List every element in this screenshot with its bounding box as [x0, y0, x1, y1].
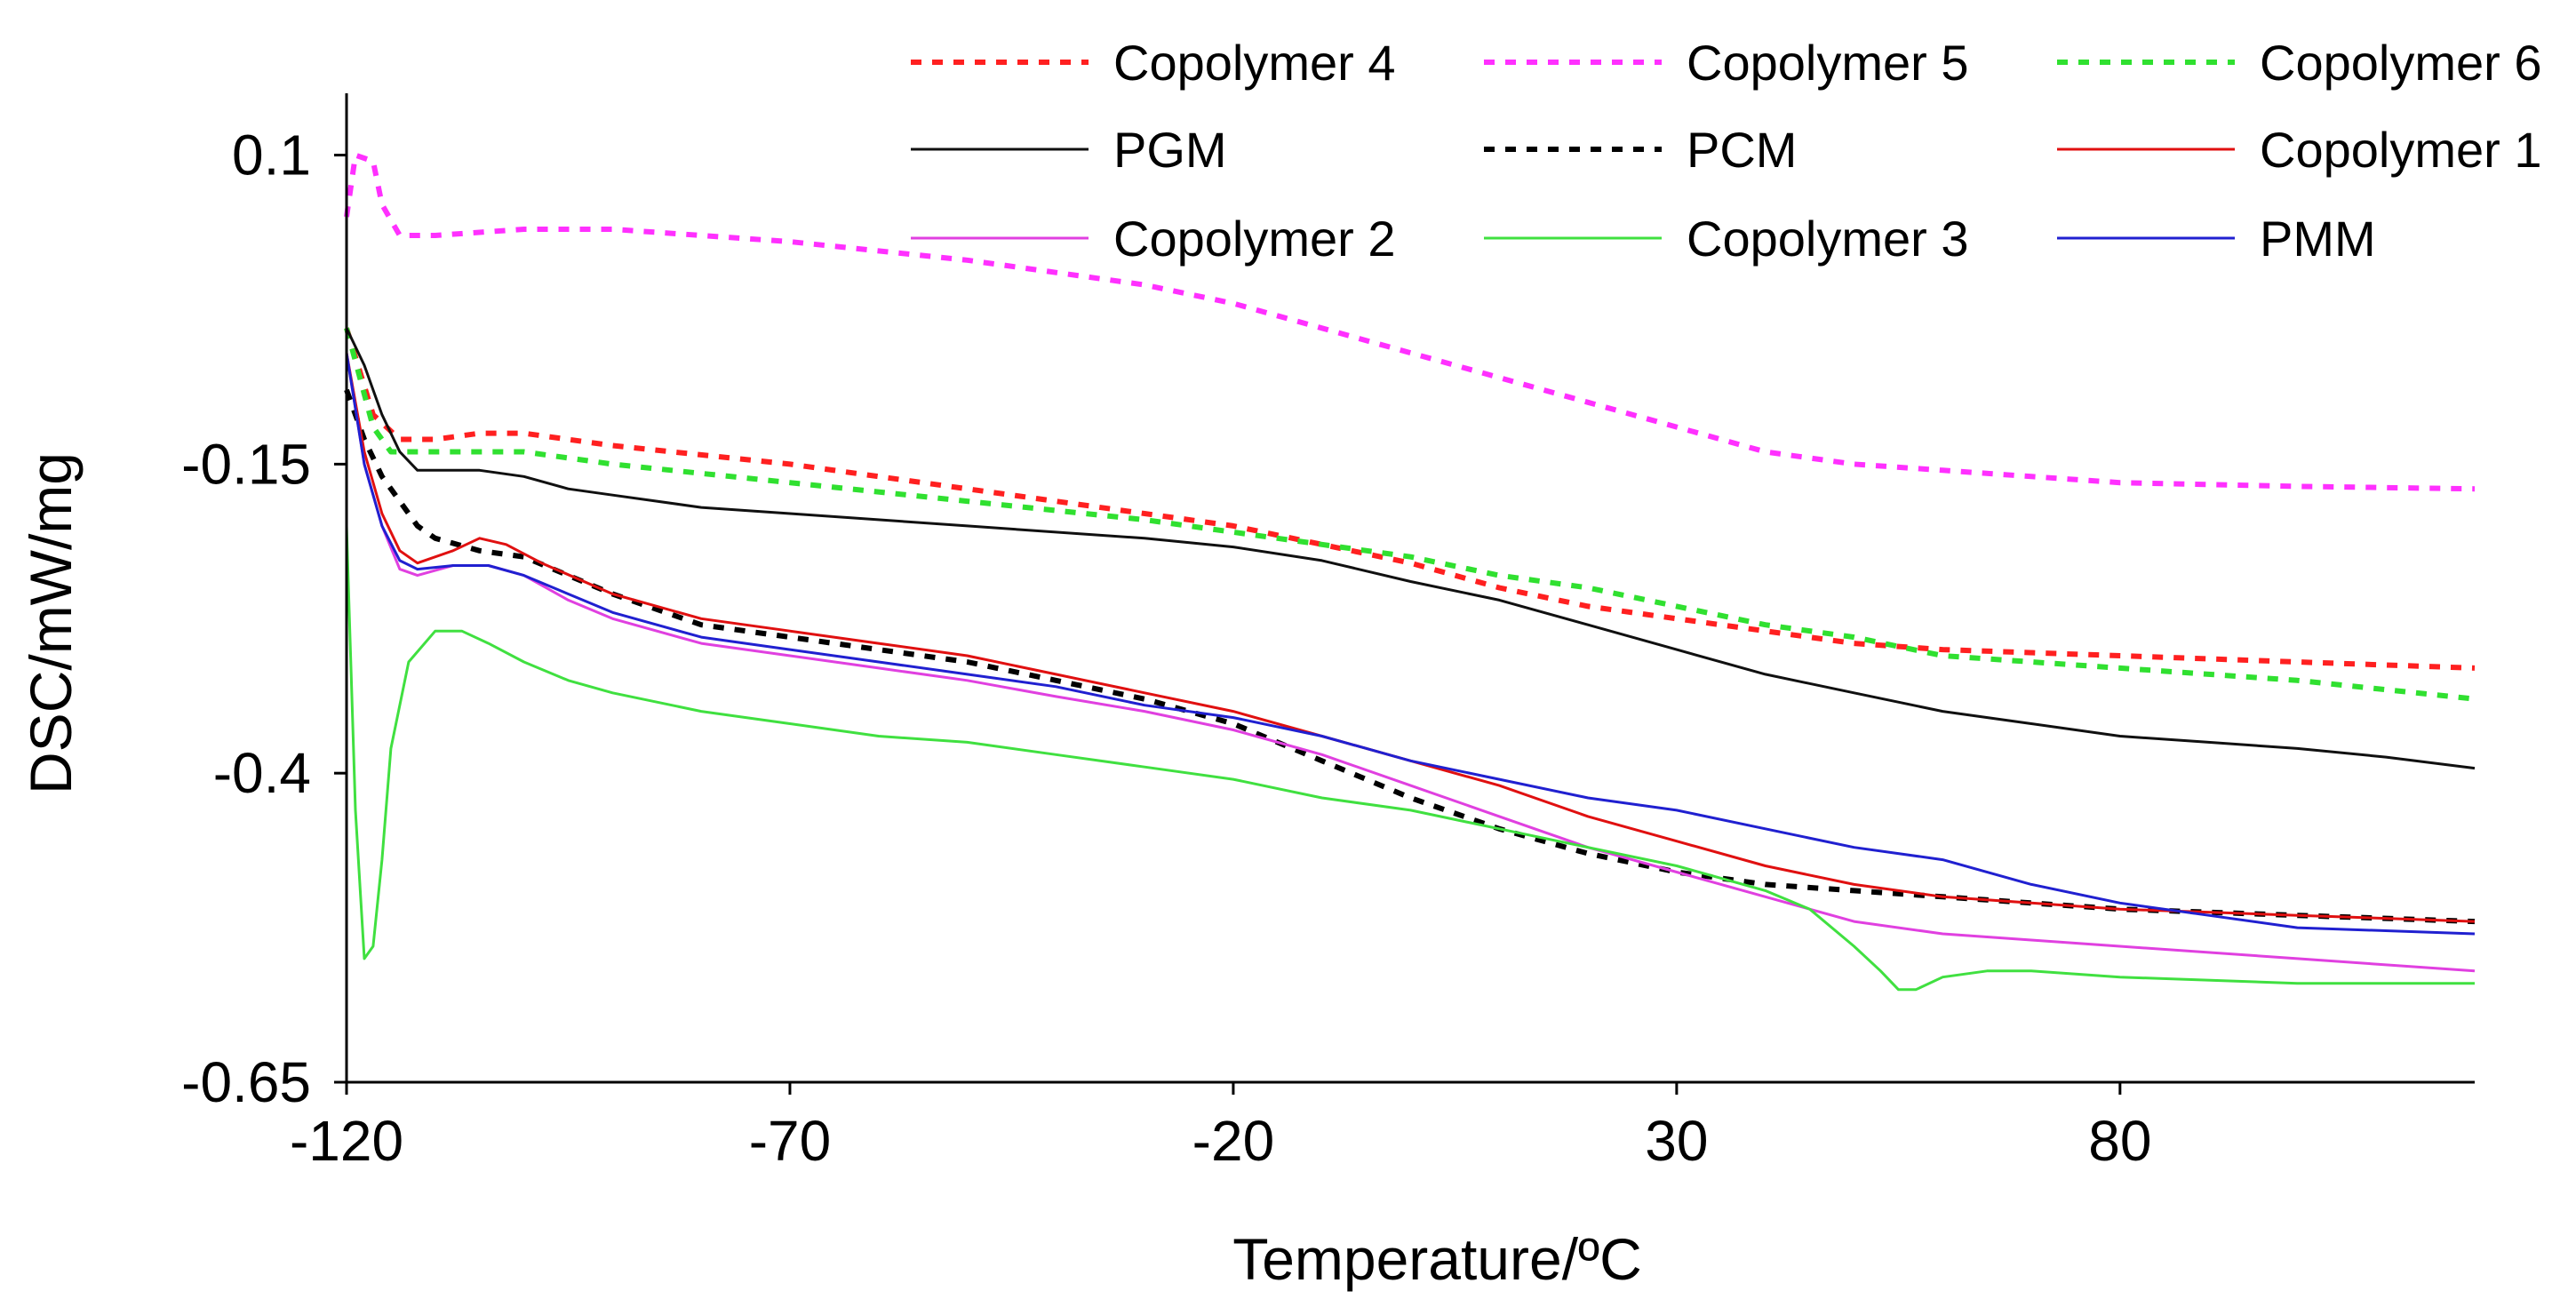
x-tick-label: 30: [1645, 1109, 1708, 1173]
x-axis-title: Temperature/ºC: [1232, 1226, 1642, 1292]
x-tick-label: -120: [290, 1109, 403, 1173]
y-tick-label: -0.4: [213, 741, 311, 805]
legend-entry: PGM: [911, 122, 1227, 178]
series-line-copolymer-5: [344, 152, 2476, 492]
legend: Copolymer 4 Copolymer 5 Copolymer 6 PGM PCM C…: [911, 35, 2541, 267]
series-line-copolymer-4: [344, 327, 2476, 671]
ticks-layer: -120 -70 -20 30 80 0.1 -0.15 -0.4 -0.65: [181, 124, 2151, 1173]
series-line-copolymer-6: [344, 327, 2476, 702]
legend-entry: PMM: [2057, 211, 2376, 267]
x-tick-label: 80: [2088, 1109, 2151, 1173]
series-line-pcm: [344, 388, 2476, 925]
series-line-copolymer-3: [345, 525, 2475, 992]
series-line-pmm: [345, 352, 2476, 936]
axes-layer: [345, 93, 2475, 1084]
legend-label: Copolymer 2: [1113, 211, 1395, 267]
legend-entry: PCM: [1484, 122, 1797, 178]
legend-label: PMM: [2260, 211, 2376, 267]
legend-entry: Copolymer 1: [2057, 122, 2541, 178]
legend-label: Copolymer 1: [2260, 122, 2541, 178]
legend-label: Copolymer 6: [2260, 35, 2541, 91]
legend-label: PCM: [1687, 122, 1797, 178]
series-layer: [344, 152, 2476, 992]
legend-entry: Copolymer 3: [1484, 211, 1968, 267]
series-line-copolymer-2: [345, 352, 2476, 973]
legend-entry: Copolymer 5: [1484, 35, 1968, 91]
legend-label: Copolymer 5: [1687, 35, 1968, 91]
x-tick-label: -20: [1192, 1109, 1275, 1173]
legend-entry: Copolymer 6: [2057, 35, 2541, 91]
legend-label: PGM: [1113, 122, 1227, 178]
series-line-pgm: [345, 327, 2476, 770]
y-tick-label: 0.1: [232, 124, 311, 187]
x-tick-label: -70: [749, 1109, 832, 1173]
legend-label: Copolymer 3: [1687, 211, 1968, 267]
y-tick-label: -0.65: [181, 1050, 311, 1114]
series-line-copolymer-1: [345, 352, 2476, 923]
legend-entry: Copolymer 2: [911, 211, 1395, 267]
legend-label: Copolymer 4: [1113, 35, 1395, 91]
y-tick-label: -0.15: [181, 432, 311, 496]
legend-entry: Copolymer 4: [911, 35, 1395, 91]
y-axis-title: DSC/mW/mg: [18, 452, 84, 794]
